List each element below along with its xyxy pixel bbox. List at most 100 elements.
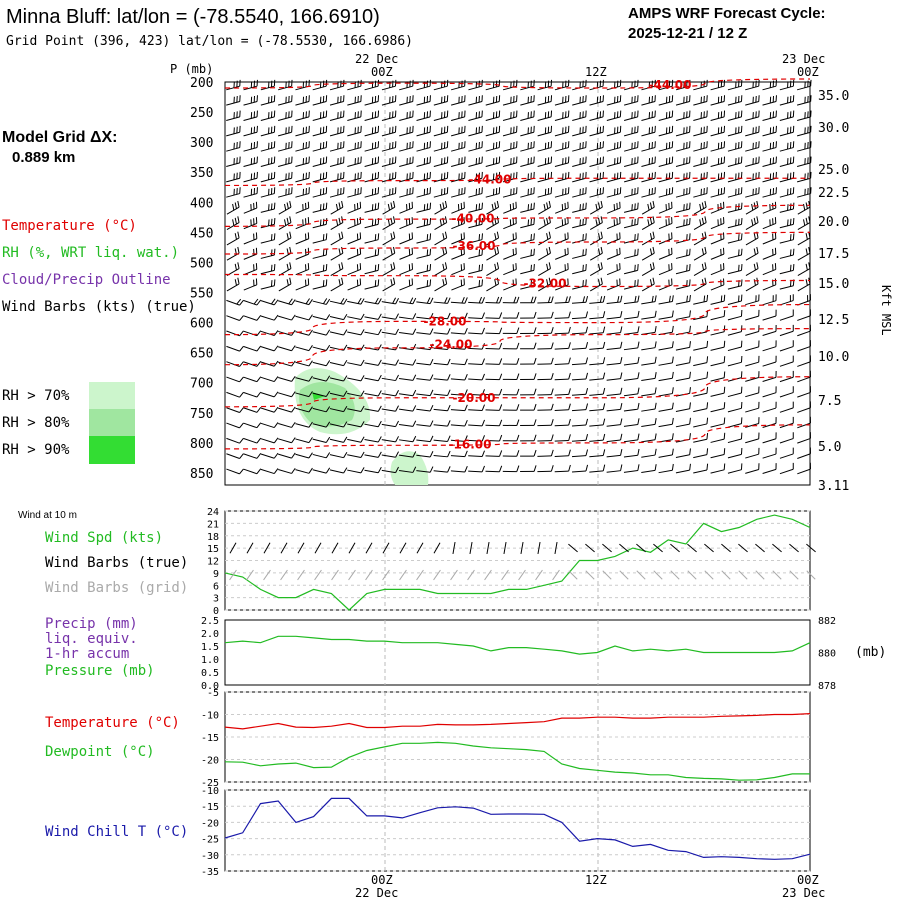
wind-barb [623, 279, 639, 290]
barb-flag [341, 200, 344, 208]
top-time-00z: 00Z [371, 65, 393, 79]
wind-barb [693, 200, 707, 215]
barb-flag [273, 218, 276, 225]
barb-shaft [772, 570, 782, 580]
wind-barb [762, 232, 777, 245]
barb-shaft [520, 147, 534, 152]
surface-wind-barb [653, 543, 663, 553]
wind-barb [399, 278, 413, 291]
barb-shaft [434, 268, 447, 277]
barb-flag [357, 172, 359, 180]
barb-flag [305, 248, 307, 256]
barb-flag [429, 141, 431, 148]
barb-flag [547, 80, 550, 88]
barb-shaft [260, 131, 275, 137]
barb-flag [530, 249, 532, 256]
wind-barb [779, 340, 794, 352]
barb-shaft [398, 347, 414, 351]
barb-flag [377, 451, 382, 458]
wind-barb [554, 296, 571, 304]
wind-barb [589, 403, 606, 412]
wind-barb [658, 247, 673, 260]
barb-shaft [416, 239, 431, 244]
barb-flag [325, 298, 331, 305]
barb-shaft [710, 193, 725, 198]
barb-shaft [572, 147, 586, 152]
barb-flag [256, 171, 258, 179]
barb-flag [567, 187, 570, 194]
barb-flag [429, 110, 431, 117]
barb-flag [792, 401, 794, 408]
barb-flag [723, 294, 726, 302]
barb-flag [683, 188, 685, 196]
wind-barb [347, 278, 362, 291]
barb-flag [567, 232, 569, 239]
barb-flag [753, 217, 756, 225]
wind-barb [329, 79, 345, 91]
wind-barb [416, 358, 434, 366]
barb-flag [689, 371, 691, 379]
series-line [224, 797, 811, 860]
barb-flag [499, 327, 503, 334]
barb-flag [804, 81, 806, 88]
barb-flag [809, 324, 811, 332]
barb-flag [377, 359, 382, 366]
barb-shaft [450, 363, 465, 366]
barb-shaft [693, 162, 707, 167]
barb-shaft [762, 268, 776, 276]
barb-flag [654, 341, 657, 348]
barb-shaft [364, 85, 379, 91]
barb-shaft [312, 208, 327, 213]
barb-flag [516, 434, 520, 442]
barb-flag [359, 263, 362, 270]
wind-barb [399, 125, 414, 137]
barb-shaft [745, 407, 759, 413]
barb-flag [772, 111, 775, 118]
barb-flag [461, 95, 463, 103]
wind-barb [416, 125, 431, 137]
barb-shaft [226, 376, 240, 383]
barb-flag [239, 110, 241, 117]
barb-flag [447, 389, 451, 396]
barb-flag [665, 112, 668, 119]
barb-flag [478, 234, 481, 241]
barb-shaft [641, 393, 656, 397]
barb-flag [319, 219, 322, 226]
barb-flag [756, 246, 759, 254]
barb-shaft [779, 193, 794, 198]
wind-barb [520, 79, 535, 91]
barb-flag [671, 232, 673, 239]
barb-shaft [260, 177, 275, 183]
barb-flag [533, 419, 537, 426]
barb-flag [735, 112, 737, 119]
barb-shaft [364, 300, 379, 305]
barb-flag [752, 127, 754, 134]
wind-barb [658, 141, 674, 152]
surface-wind-barb [416, 542, 424, 554]
wind-barb [329, 436, 348, 443]
barb-shaft [797, 237, 811, 246]
barb-flag [481, 327, 485, 334]
wind-barb [329, 125, 345, 137]
barb-shaft [693, 283, 707, 292]
wind-barb [450, 404, 468, 412]
barb-flag [686, 111, 688, 118]
barb-flag [513, 80, 515, 88]
barb-flag [654, 156, 656, 163]
barb-flag [250, 81, 253, 88]
wind-barb [589, 433, 606, 442]
barb-shaft [779, 346, 794, 352]
barb-flag [512, 233, 515, 240]
barb-flag [807, 80, 809, 88]
barb-shaft [554, 131, 569, 137]
barb-shaft [486, 268, 499, 277]
wind-barb [381, 171, 397, 183]
barb-flag [492, 173, 495, 180]
barb-flag [319, 158, 322, 165]
barb-flag [475, 96, 478, 104]
surface-grid-wind-barb [721, 570, 731, 580]
barb-shaft [693, 346, 708, 351]
wind-barb [589, 311, 606, 320]
barb-shaft [710, 284, 725, 291]
barb-flag [792, 125, 795, 133]
